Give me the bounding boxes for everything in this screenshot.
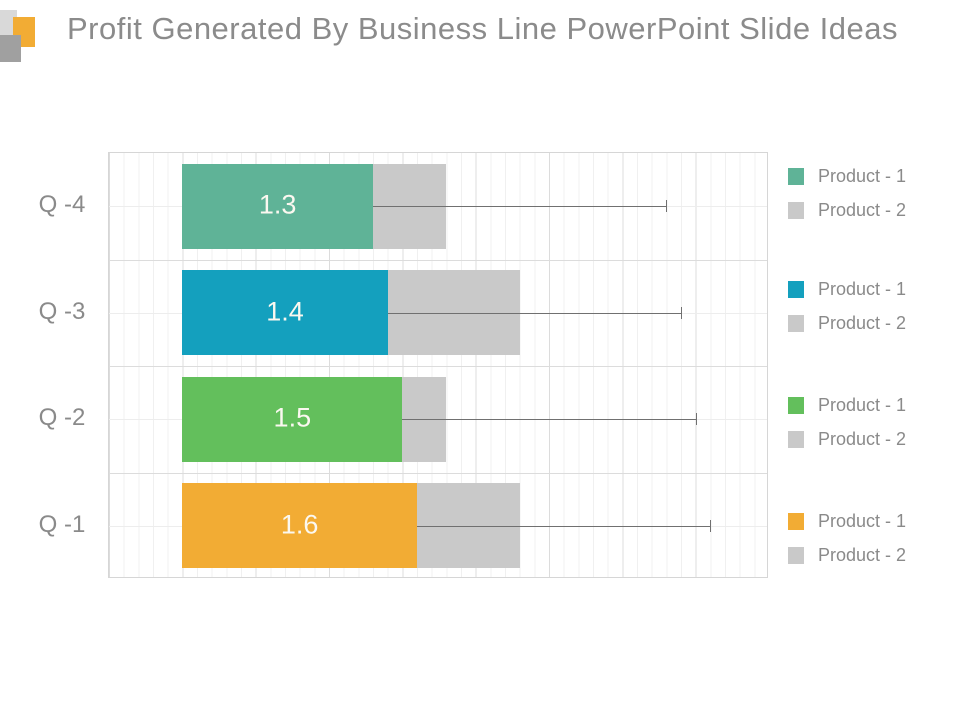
legend-swatch xyxy=(788,546,804,564)
whisker-line xyxy=(373,206,667,208)
legend-label: Product - 1 xyxy=(818,394,907,415)
bar-value-label: 1.4 xyxy=(266,296,304,327)
legend-entry: Product - 2 xyxy=(788,193,906,227)
decorative-square-dark-gray xyxy=(0,35,21,62)
legend-label: Product - 2 xyxy=(818,428,907,449)
category-label: Q -3 xyxy=(38,297,86,325)
legend-entry: Product - 1 xyxy=(788,388,906,422)
bar-product-1: 1.3 xyxy=(182,163,373,249)
whisker-end-tick xyxy=(681,306,682,319)
legend-entry: Product - 2 xyxy=(788,306,906,340)
legend-entry: Product - 2 xyxy=(788,538,906,572)
bar-chart-plot-area: 1.3 1.4 1.5 1.6 xyxy=(108,152,768,578)
legend-entry: Product - 1 xyxy=(788,504,906,538)
bar-product-1: 1.4 xyxy=(182,270,388,356)
legend-label: Product - 2 xyxy=(818,199,907,220)
whisker-end-tick xyxy=(695,413,697,426)
bar-product-1: 1.5 xyxy=(182,376,403,462)
legend-swatch xyxy=(788,314,804,332)
legend-label: Product - 1 xyxy=(818,510,907,531)
category-label: Q -4 xyxy=(38,191,86,219)
legend-label: Product - 2 xyxy=(818,312,907,333)
legend-swatch xyxy=(788,396,804,414)
bar-value-label: 1.6 xyxy=(280,509,319,540)
whisker-line xyxy=(402,419,696,421)
row-separator-gridline xyxy=(109,366,767,367)
row-separator-gridline xyxy=(109,259,767,261)
legend-swatch xyxy=(788,512,804,530)
whisker-line xyxy=(387,312,681,314)
legend-swatch xyxy=(788,167,804,185)
category-label: Q -2 xyxy=(38,404,86,432)
whisker-end-tick xyxy=(666,200,668,213)
legend-label: Product - 1 xyxy=(818,165,907,186)
bar-value-label: 1.5 xyxy=(273,402,312,433)
legend-entry: Product - 1 xyxy=(788,159,906,193)
legend-entry: Product - 1 xyxy=(788,272,906,306)
whisker-end-tick xyxy=(710,519,712,532)
bar-value-label: 1.3 xyxy=(258,189,297,220)
row-separator-gridline xyxy=(109,472,767,474)
legend-swatch xyxy=(788,280,804,298)
decorative-square-light-gray xyxy=(0,10,17,37)
legend-swatch xyxy=(788,430,804,448)
legend-swatch xyxy=(788,201,804,219)
legend-entry: Product - 2 xyxy=(788,422,906,456)
bar-product-1: 1.6 xyxy=(182,483,417,569)
legend-label: Product - 1 xyxy=(818,278,907,299)
whisker-line xyxy=(417,525,711,527)
category-label: Q -1 xyxy=(38,510,86,538)
slide-title: Profit Generated By Business Line PowerP… xyxy=(67,11,899,46)
legend-label: Product - 2 xyxy=(818,544,907,565)
